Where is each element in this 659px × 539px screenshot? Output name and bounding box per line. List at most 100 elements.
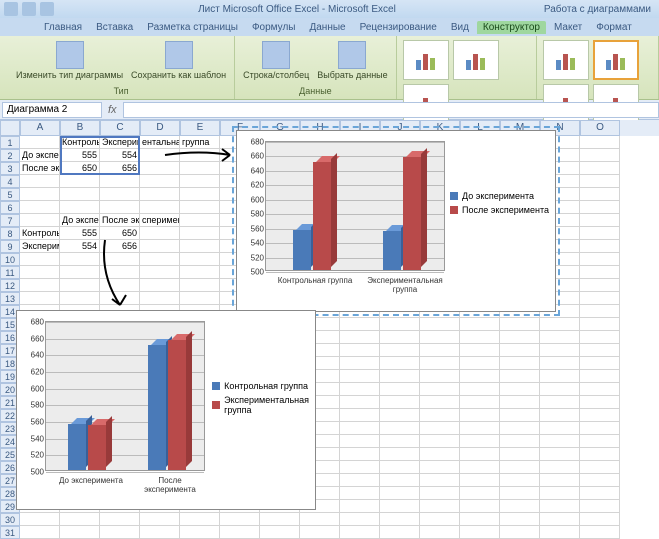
cell-E4[interactable] [180,175,220,188]
row-header-9[interactable]: 9 [0,240,20,253]
cell-O22[interactable] [580,409,620,422]
cell-M20[interactable] [500,383,540,396]
bar[interactable] [68,424,86,470]
cell-M23[interactable] [500,422,540,435]
cell-L31[interactable] [460,526,500,539]
tab-Главная[interactable]: Главная [38,21,88,34]
cell-J28[interactable] [380,487,420,500]
cell-O6[interactable] [580,201,620,214]
cell-O20[interactable] [580,383,620,396]
cell-B5[interactable] [60,188,100,201]
cell-K22[interactable] [420,409,460,422]
cell-E10[interactable] [180,253,220,266]
cell-O12[interactable] [580,279,620,292]
cell-K19[interactable] [420,370,460,383]
cell-M25[interactable] [500,448,540,461]
tab-Разметка страницы[interactable]: Разметка страницы [141,21,244,34]
row-header-11[interactable]: 11 [0,266,20,279]
cell-J31[interactable] [380,526,420,539]
cell-I26[interactable] [340,461,380,474]
cell-M27[interactable] [500,474,540,487]
cell-O10[interactable] [580,253,620,266]
col-header-E[interactable]: E [180,120,220,136]
row-header-7[interactable]: 7 [0,214,20,227]
cell-A11[interactable] [20,266,60,279]
row-header-12[interactable]: 12 [0,279,20,292]
cell-I23[interactable] [340,422,380,435]
bar[interactable] [148,345,166,470]
row-header-1[interactable]: 1 [0,136,20,149]
cell-I16[interactable] [340,331,380,344]
cell-N28[interactable] [540,487,580,500]
cell-O31[interactable] [580,526,620,539]
tab-Вид[interactable]: Вид [445,21,475,34]
cell-G30[interactable] [260,513,300,526]
cell-A10[interactable] [20,253,60,266]
row-header-6[interactable]: 6 [0,201,20,214]
cell-C10[interactable] [100,253,140,266]
cell-D13[interactable] [140,292,180,305]
cell-E2[interactable] [180,149,220,162]
cell-K24[interactable] [420,435,460,448]
cell-E8[interactable] [180,227,220,240]
cell-J30[interactable] [380,513,420,526]
cell-A2[interactable]: До экспе [20,149,60,162]
cell-O16[interactable] [580,331,620,344]
bar[interactable] [383,231,401,270]
cell-E5[interactable] [180,188,220,201]
cell-A31[interactable] [20,526,60,539]
cell-N22[interactable] [540,409,580,422]
cell-E11[interactable] [180,266,220,279]
cell-K31[interactable] [420,526,460,539]
cell-J18[interactable] [380,357,420,370]
cell-A8[interactable]: Контроль [20,227,60,240]
cell-L19[interactable] [460,370,500,383]
cell-H30[interactable] [300,513,340,526]
cell-B30[interactable] [60,513,100,526]
cell-M29[interactable] [500,500,540,513]
cell-C30[interactable] [100,513,140,526]
cell-O5[interactable] [580,188,620,201]
cell-L24[interactable] [460,435,500,448]
cell-M31[interactable] [500,526,540,539]
cell-I18[interactable] [340,357,380,370]
col-header-A[interactable]: A [20,120,60,136]
cell-L21[interactable] [460,396,500,409]
bar[interactable] [293,230,311,270]
cell-O23[interactable] [580,422,620,435]
cell-C6[interactable] [100,201,140,214]
cell-O14[interactable] [580,305,620,318]
cell-O3[interactable] [580,162,620,175]
cell-H31[interactable] [300,526,340,539]
cell-O26[interactable] [580,461,620,474]
style-option[interactable] [593,40,639,80]
cell-G31[interactable] [260,526,300,539]
cell-I21[interactable] [340,396,380,409]
cell-J22[interactable] [380,409,420,422]
cell-M21[interactable] [500,396,540,409]
cell-L26[interactable] [460,461,500,474]
cell-O2[interactable] [580,149,620,162]
row-header-3[interactable]: 3 [0,162,20,175]
col-header-D[interactable]: D [140,120,180,136]
col-header-B[interactable]: B [60,120,100,136]
cell-I28[interactable] [340,487,380,500]
cell-O28[interactable] [580,487,620,500]
change-chart-type-button[interactable]: Изменить тип диаграммы [14,40,125,81]
cell-J15[interactable] [380,318,420,331]
row-header-5[interactable]: 5 [0,188,20,201]
cell-B6[interactable] [60,201,100,214]
cell-K18[interactable] [420,357,460,370]
cell-O4[interactable] [580,175,620,188]
cell-B13[interactable] [60,292,100,305]
cell-L17[interactable] [460,344,500,357]
cell-B10[interactable] [60,253,100,266]
cell-E12[interactable] [180,279,220,292]
cell-D6[interactable] [140,201,180,214]
cell-A5[interactable] [20,188,60,201]
cell-D5[interactable] [140,188,180,201]
cell-O8[interactable] [580,227,620,240]
cell-I29[interactable] [340,500,380,513]
cell-F31[interactable] [220,526,260,539]
cell-N16[interactable] [540,331,580,344]
